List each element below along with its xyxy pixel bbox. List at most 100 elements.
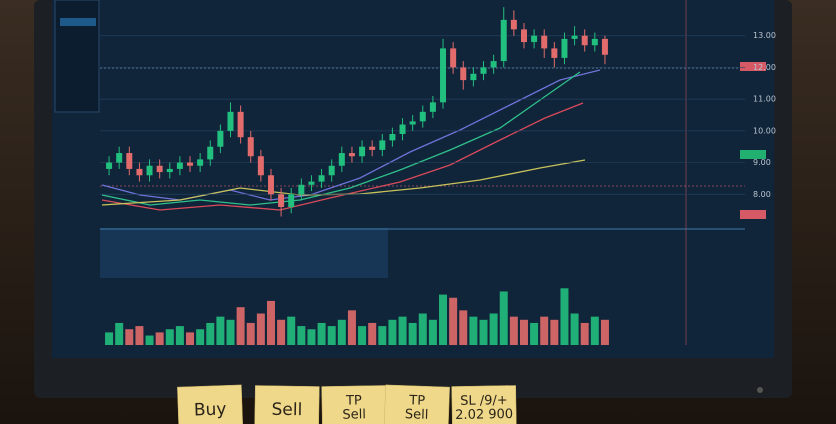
sticky-note: SL /9/+2.02 900	[451, 385, 517, 424]
volume-bar	[449, 297, 458, 345]
volume-bar	[489, 313, 498, 345]
candle-body	[389, 134, 396, 141]
candle-body	[561, 38, 568, 58]
volume-bar	[105, 332, 114, 345]
sticky-note: Sell	[254, 385, 320, 424]
volume-bar	[509, 316, 518, 345]
volume-bar	[560, 288, 569, 345]
volume-bar	[570, 313, 579, 345]
volume-bar	[226, 319, 235, 345]
note-text: TP	[408, 393, 425, 409]
volume-bar	[439, 294, 448, 345]
candle-body	[267, 175, 274, 195]
y-tick-label: 8.00	[753, 190, 771, 199]
volume-bar	[469, 316, 478, 345]
candle-body	[126, 153, 133, 169]
candle-body	[146, 165, 153, 176]
price-tag	[740, 150, 766, 159]
indicator-area	[100, 228, 388, 278]
candle-body	[399, 124, 406, 135]
candle-body	[237, 111, 244, 138]
volume-bar	[408, 322, 417, 345]
candle-body	[348, 153, 355, 157]
candle-body	[318, 175, 325, 182]
volume-bar	[580, 322, 589, 345]
candle-body	[106, 162, 113, 169]
moving-average	[101, 71, 581, 206]
volume-bar	[530, 322, 539, 345]
candle-body	[531, 35, 538, 43]
candle-body	[429, 102, 436, 112]
candle-body	[409, 121, 416, 125]
candle-body	[581, 35, 588, 46]
note-text: 2.02 900	[455, 407, 513, 423]
price-tag	[740, 62, 766, 71]
y-tick-label: 9.00	[753, 158, 771, 167]
volume-bar	[317, 322, 326, 345]
volume-bar	[186, 332, 195, 345]
note-text: Sell	[342, 407, 366, 422]
note-text: Sell	[271, 400, 302, 421]
sticky-note: Buy	[177, 384, 244, 424]
note-paper	[254, 385, 320, 424]
candle-body	[500, 19, 507, 62]
volume-bar	[590, 316, 599, 345]
y-tick-label: 11.00	[753, 95, 776, 104]
candle-body	[470, 73, 477, 81]
candle-body	[176, 162, 183, 169]
candle-body	[227, 111, 234, 131]
volume-bar	[206, 322, 215, 345]
volume-bar	[600, 319, 609, 345]
candle-body	[510, 19, 517, 30]
candle-body	[308, 181, 315, 185]
candle-body	[156, 165, 163, 173]
candle-body	[541, 35, 548, 49]
candle-body	[136, 168, 143, 176]
candle-body	[166, 168, 173, 173]
volume-bar	[459, 310, 468, 345]
note-paper	[451, 385, 517, 424]
candle-body	[419, 111, 426, 122]
volume-bar	[358, 326, 367, 345]
volume-bar	[428, 319, 437, 345]
volume-bar	[125, 329, 134, 345]
note-text: TP	[345, 393, 362, 408]
power-led	[757, 387, 763, 393]
volume-bar	[550, 319, 559, 345]
screen	[52, 0, 774, 358]
volume-bar	[479, 319, 488, 345]
volume-bar	[266, 300, 275, 345]
candle-body	[359, 146, 366, 157]
volume-bar	[256, 313, 265, 345]
note-paper	[383, 384, 450, 424]
volume-bar	[246, 322, 255, 345]
volume-bar	[307, 329, 316, 345]
volume-bar	[519, 319, 528, 345]
candle-body	[298, 184, 305, 195]
candle-body	[440, 48, 447, 103]
candle-body	[379, 140, 386, 150]
candle-body	[571, 35, 578, 39]
candle-body	[197, 159, 204, 166]
volume-bar	[398, 316, 407, 345]
volume-bar	[196, 329, 205, 345]
volume-bar	[388, 319, 397, 345]
candle-body	[601, 38, 608, 55]
volume-bar	[297, 326, 306, 345]
candle-body	[591, 38, 598, 46]
volume-bar	[216, 316, 225, 345]
volume-bar	[236, 307, 245, 345]
note-text: SL /9/+	[460, 393, 508, 409]
candle-body	[207, 146, 214, 160]
volume-bar	[499, 291, 508, 345]
volume-bar	[115, 322, 124, 345]
note-text: Sell	[405, 407, 429, 423]
volume-bar	[327, 326, 336, 345]
volume-bar	[135, 326, 144, 345]
moving-average	[101, 102, 584, 211]
candle-body	[278, 194, 285, 207]
candle-body	[450, 48, 457, 68]
